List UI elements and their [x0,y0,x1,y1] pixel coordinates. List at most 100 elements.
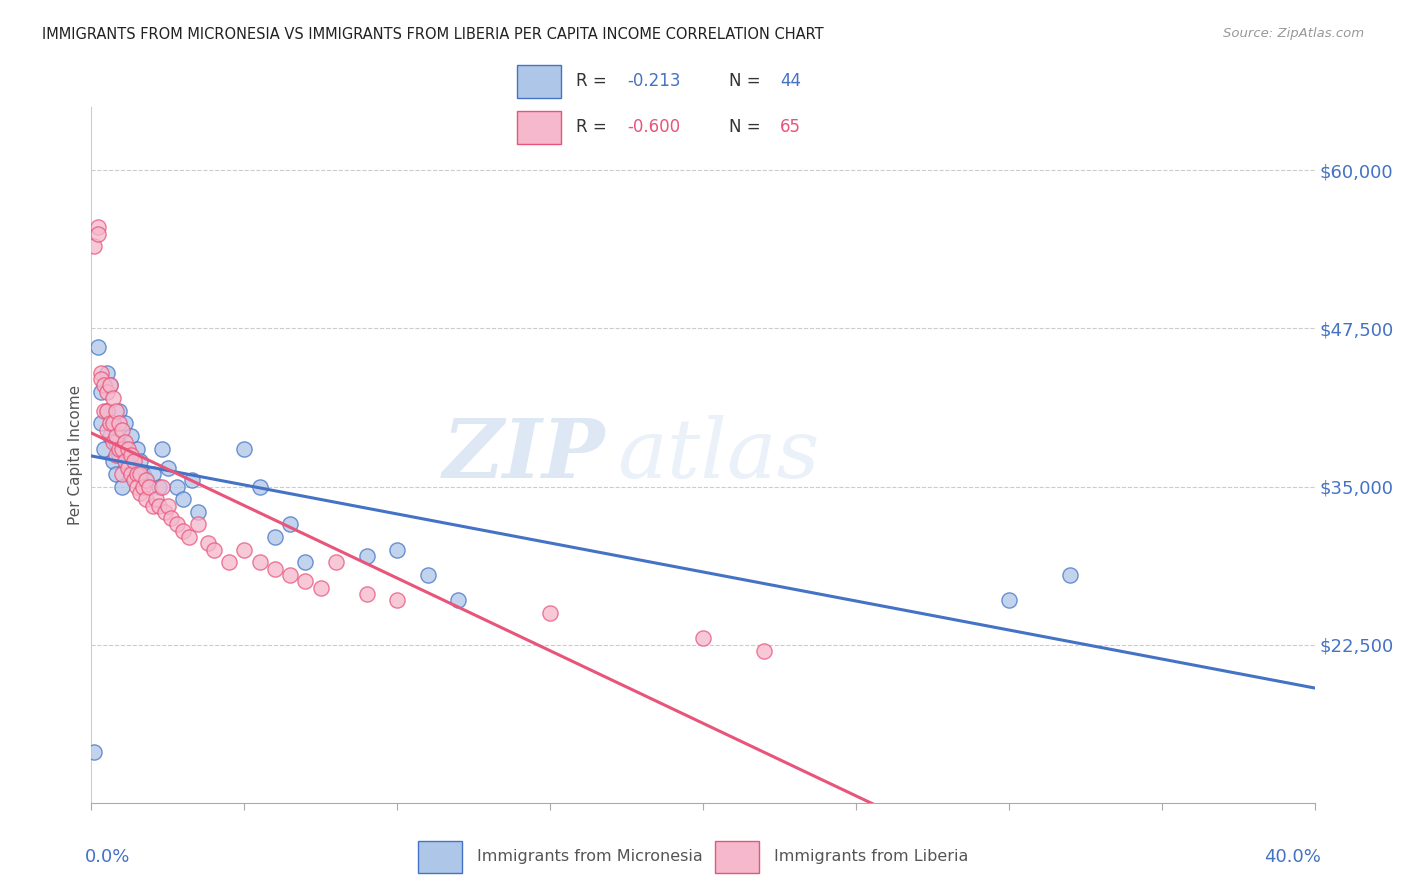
Point [120,448,142,462]
Point [135,473,157,487]
Point [538,606,561,620]
Point [416,568,439,582]
Text: Immigrants from Liberia: Immigrants from Liberia [775,849,969,863]
Point [135,473,157,487]
Point [114,417,136,431]
Point [150,442,173,456]
Point [166,517,188,532]
Point [150,479,173,493]
Point [233,442,256,456]
Point [156,499,179,513]
Point [156,460,179,475]
Point [166,479,188,493]
FancyBboxPatch shape [716,841,759,873]
Point [127,467,149,481]
Point [86,220,108,235]
Point [278,568,301,582]
Point [138,479,160,493]
Point [96,403,118,417]
Point [356,587,378,601]
Point [218,556,240,570]
Point [90,417,112,431]
Text: 44: 44 [780,71,801,90]
Point [108,442,131,456]
Point [96,384,118,399]
Text: ZIP: ZIP [443,415,605,495]
Point [93,403,115,417]
Point [111,467,134,481]
Point [114,454,136,468]
Point [692,632,714,646]
Point [120,467,142,481]
Point [120,429,142,443]
Text: Immigrants from Micronesia: Immigrants from Micronesia [477,849,703,863]
Text: 0.0%: 0.0% [86,848,131,866]
Point [104,448,127,462]
Point [108,403,131,417]
Point [104,435,127,450]
Point [117,442,139,456]
Point [197,536,219,550]
Point [86,340,108,354]
FancyBboxPatch shape [517,65,561,97]
Point [93,378,115,392]
Point [122,473,145,487]
Point [325,556,347,570]
Point [187,517,209,532]
Point [114,435,136,450]
Point [135,492,157,507]
Point [90,372,112,386]
Point [141,467,163,481]
Point [148,479,170,493]
Point [187,505,209,519]
Point [179,530,201,544]
Point [264,530,287,544]
Point [233,542,256,557]
Point [117,454,139,468]
Text: R =: R = [575,118,612,136]
Point [278,517,301,532]
Point [160,511,183,525]
Point [385,593,409,607]
Point [132,479,155,493]
Text: R =: R = [575,71,612,90]
Point [294,556,316,570]
Point [108,417,131,431]
Point [129,467,152,481]
Point [111,442,134,456]
Point [83,745,105,759]
Point [86,227,108,241]
Point [101,417,124,431]
Text: 65: 65 [780,118,801,136]
Point [249,479,271,493]
Text: IMMIGRANTS FROM MICRONESIA VS IMMIGRANTS FROM LIBERIA PER CAPITA INCOME CORRELAT: IMMIGRANTS FROM MICRONESIA VS IMMIGRANTS… [42,27,824,42]
Text: atlas: atlas [617,415,820,495]
Point [122,460,145,475]
Point [90,366,112,380]
Text: 40.0%: 40.0% [1264,848,1320,866]
Point [101,435,124,450]
Point [104,429,127,443]
Point [111,479,134,493]
Point [1059,568,1081,582]
Point [129,486,152,500]
Point [96,403,118,417]
Point [356,549,378,563]
Point [98,429,121,443]
Point [127,442,149,456]
FancyBboxPatch shape [517,111,561,144]
Y-axis label: Per Capita Income: Per Capita Income [67,384,83,525]
Point [83,239,105,253]
FancyBboxPatch shape [419,841,461,873]
Point [96,366,118,380]
Point [172,492,194,507]
Point [108,448,131,462]
Point [153,505,176,519]
Point [122,454,145,468]
Point [172,524,194,538]
Point [148,499,170,513]
Point [998,593,1021,607]
Point [98,417,121,431]
Point [101,391,124,405]
Point [447,593,470,607]
